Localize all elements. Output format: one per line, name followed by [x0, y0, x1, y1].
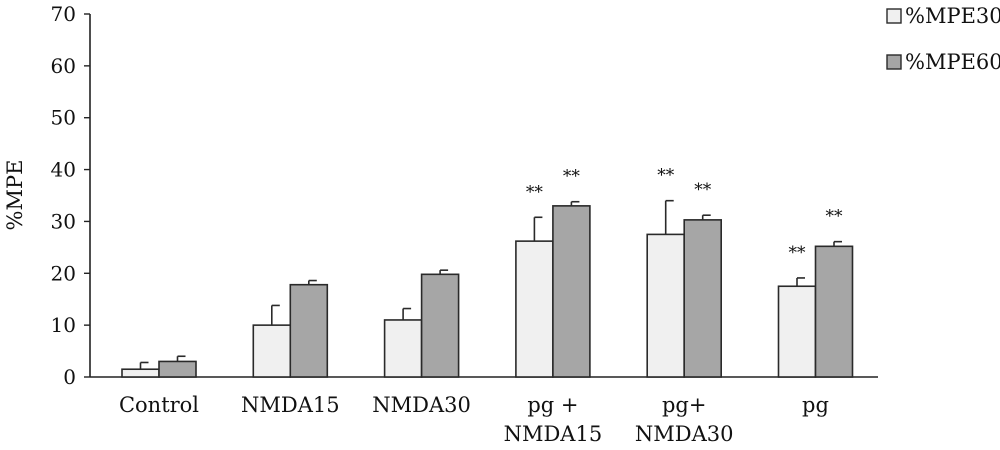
y-tick-label: 60 — [51, 54, 76, 78]
x-category-label: pg+ NMDA30 — [635, 393, 734, 446]
y-tick-label: 40 — [51, 158, 76, 182]
significance-marker: ** — [526, 182, 544, 202]
bars: ** ** ** ** ** ** — [121, 166, 854, 378]
bar-mpe60 — [158, 360, 197, 378]
x-category-label: pg + NMDA15 — [504, 393, 603, 446]
bar-mpe60 — [814, 245, 854, 378]
x-category-label: Control — [119, 393, 199, 417]
bar-mpe30 — [383, 319, 423, 378]
x-category-label: pg — [802, 393, 829, 417]
bar-mpe60 — [552, 205, 591, 378]
legend-swatch — [886, 54, 902, 70]
x-category-label: NMDA30 — [372, 393, 471, 417]
legend: %MPE30 %MPE60 — [886, 4, 1000, 74]
bar-mpe60 — [420, 273, 460, 378]
legend-label: %MPE30 — [905, 4, 1000, 28]
significance-marker: ** — [694, 180, 712, 200]
bar-mpe60 — [683, 219, 723, 378]
y-axis: 0 10 20 30 40 50 60 70 — [51, 2, 91, 389]
y-axis-label: %MPE — [3, 160, 27, 231]
legend-swatch — [886, 8, 902, 24]
significance-marker: ** — [826, 207, 844, 227]
x-axis: Control NMDA15 NMDA30 pg + NMDA15 pg+ NMDA30 pg — [90, 376, 878, 446]
bar-mpe30 — [777, 285, 817, 378]
significance-marker: ** — [657, 166, 675, 186]
bar-mpe30 — [121, 368, 160, 378]
legend-label: %MPE60 — [905, 50, 1000, 74]
significance-marker: ** — [563, 167, 581, 187]
x-category-label: NMDA15 — [241, 393, 340, 417]
significance-marker: ** — [789, 243, 807, 263]
y-tick-label: 30 — [51, 209, 76, 233]
y-tick-label: 20 — [51, 261, 76, 285]
bar-mpe30 — [646, 233, 686, 378]
y-tick-label: 50 — [51, 106, 76, 130]
bar-mpe30 — [252, 324, 292, 378]
bar-mpe60 — [289, 283, 329, 378]
y-tick-label: 0 — [63, 365, 76, 389]
y-tick-label: 10 — [51, 313, 76, 337]
bar-mpe30 — [515, 240, 554, 378]
y-tick-label: 70 — [51, 2, 76, 26]
